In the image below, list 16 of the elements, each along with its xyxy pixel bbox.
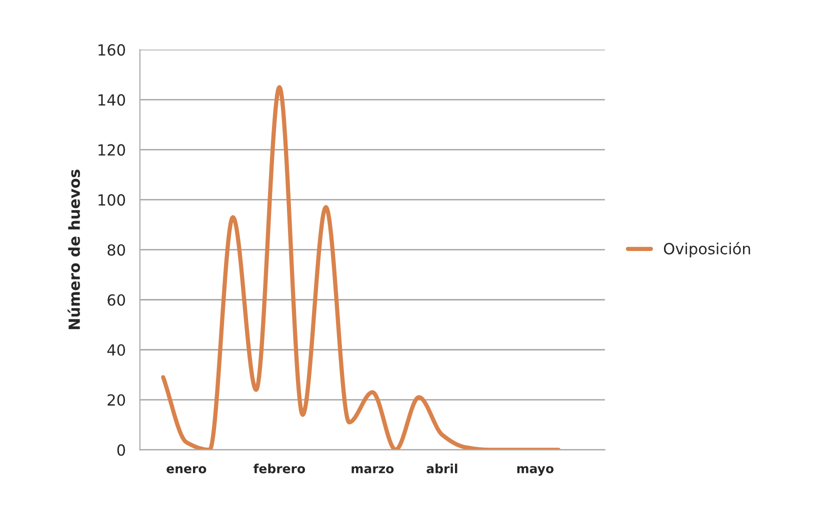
y-tick-label: 60 — [108, 294, 126, 306]
y-tick-label: 40 — [107, 344, 126, 356]
y-tick-label: 160 — [98, 44, 126, 56]
x-tick-label: enero — [166, 466, 206, 474]
x-tick-label: mayo — [517, 466, 554, 476]
legend-label: Oviposición — [664, 242, 750, 258]
y-tick-label: 120 — [98, 144, 126, 156]
y-tick-label: 0 — [117, 444, 126, 456]
y-tick-label: 100 — [98, 194, 126, 206]
x-tick-label: marzo — [352, 466, 394, 474]
x-tick-label: febrero — [254, 464, 305, 474]
y-tick-label: 80 — [108, 244, 126, 256]
y-tick-label: 20 — [108, 394, 126, 406]
x-tick-label: abril — [426, 464, 458, 474]
y-tick-label: 140 — [98, 94, 126, 106]
y-axis-title: Número de huevos — [68, 170, 80, 330]
